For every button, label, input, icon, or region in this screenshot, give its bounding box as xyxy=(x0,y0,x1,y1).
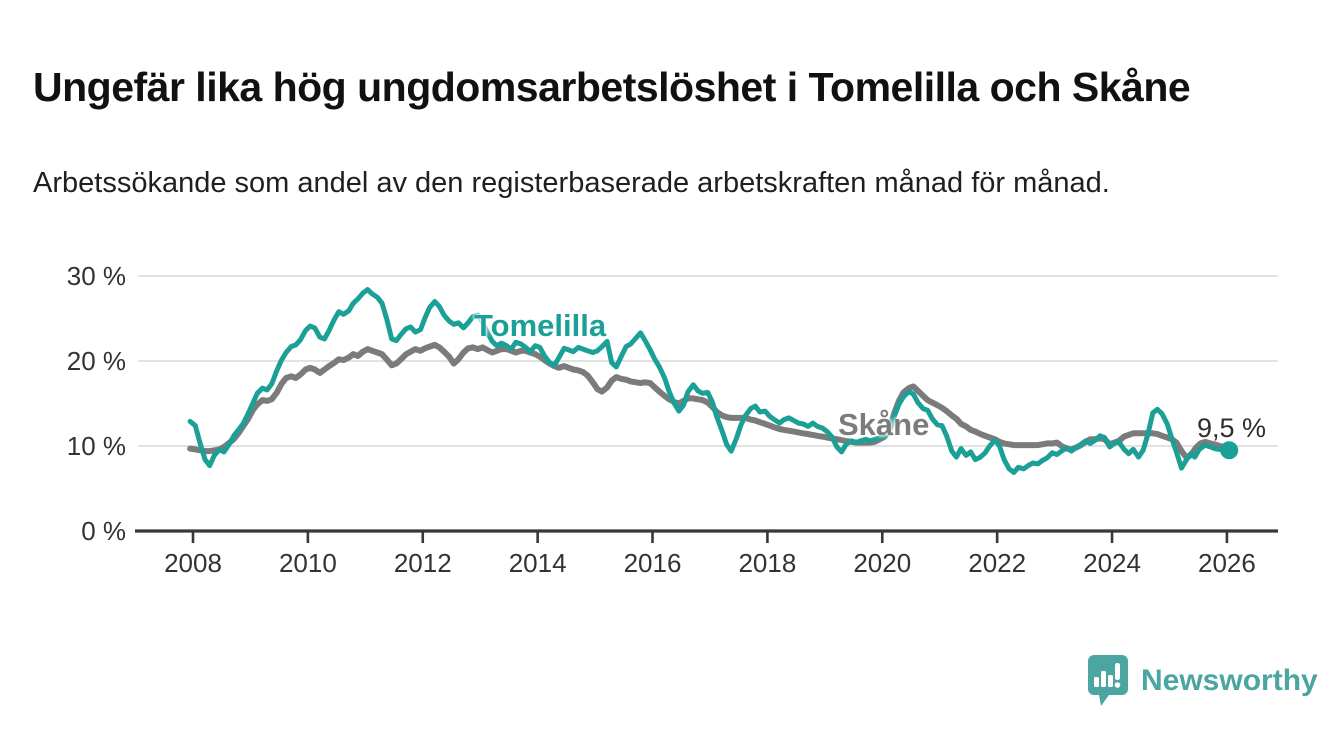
page-subtitle: Arbetssökande som andel av den registerb… xyxy=(33,167,1110,199)
newsworthy-speech-bubble-bar-chart-icon xyxy=(1088,655,1128,706)
x-tick-label-2024: 2024 xyxy=(1083,548,1141,578)
line-tomelilla xyxy=(187,287,1232,475)
page-title: Ungefär lika hög ungdomsarbetslöshet i T… xyxy=(33,64,1191,111)
end-value-label: 9,5 % xyxy=(1197,413,1267,443)
exclamation-dot xyxy=(1114,682,1121,688)
y-tick-label-0: 0 % xyxy=(81,516,126,546)
exclamation-bar xyxy=(1115,663,1120,680)
x-tick-label-2026: 2026 xyxy=(1198,548,1256,578)
newsworthy-logo: Newsworthy xyxy=(1085,652,1318,710)
x-tick-label-2022: 2022 xyxy=(968,548,1026,578)
series-label-skane: Skåne xyxy=(838,407,930,442)
logo-text: Newsworthy xyxy=(1141,664,1318,697)
x-tick-label-2008: 2008 xyxy=(164,548,222,578)
bar-1 xyxy=(1094,677,1099,687)
end-dot-tomelilla xyxy=(1220,441,1239,460)
bar-3 xyxy=(1108,675,1113,687)
line-skåne xyxy=(187,341,1228,461)
x-tick-label-2018: 2018 xyxy=(738,548,796,578)
y-tick-label-10: 10 % xyxy=(67,431,126,461)
y-tick-label-20: 20 % xyxy=(67,346,126,376)
series-label-tomelilla: Tomelilla xyxy=(474,308,607,343)
x-tick-label-2016: 2016 xyxy=(624,548,682,578)
bar-2 xyxy=(1101,671,1106,687)
x-tick-label-2020: 2020 xyxy=(853,548,911,578)
x-tick-label-2014: 2014 xyxy=(509,548,567,578)
x-tick-label-2012: 2012 xyxy=(394,548,452,578)
x-tick-label-2010: 2010 xyxy=(279,548,337,578)
y-tick-label-30: 30 % xyxy=(67,261,126,291)
